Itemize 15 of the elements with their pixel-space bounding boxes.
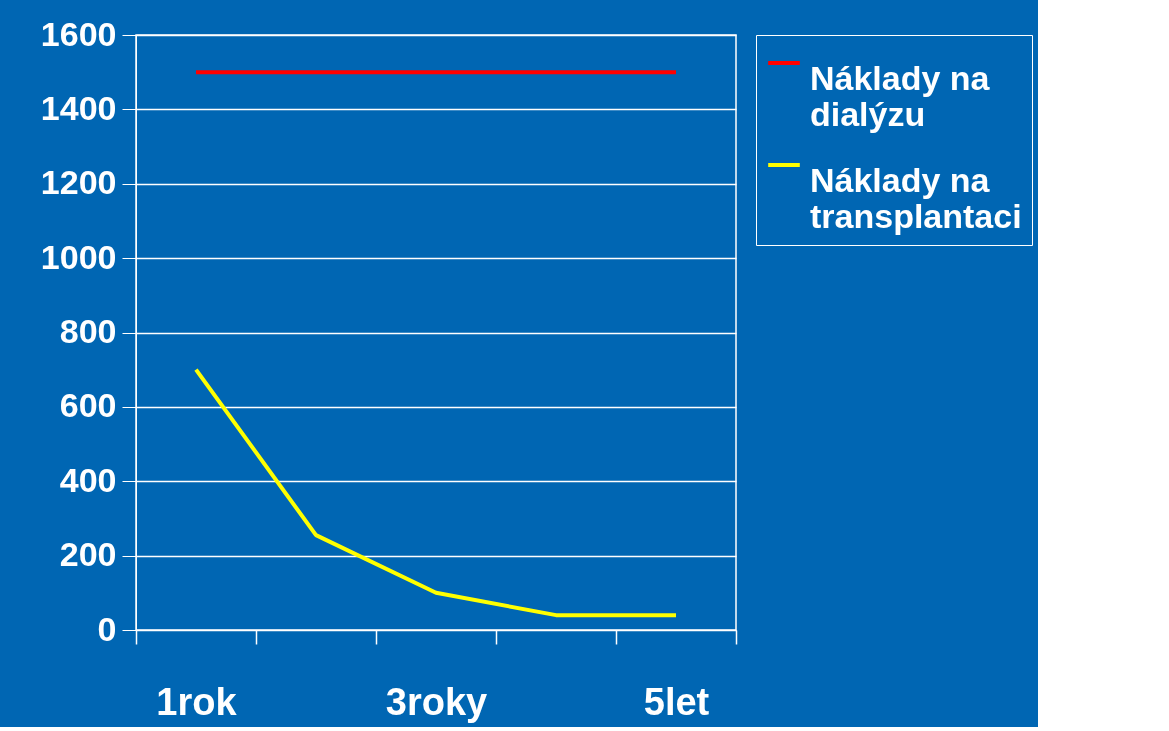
x-tick-label: 1rok bbox=[156, 680, 238, 723]
y-tick-label: 800 bbox=[59, 312, 117, 350]
y-tick-label: 1600 bbox=[40, 14, 117, 53]
legend-label: Náklady na transplantaci bbox=[810, 161, 1022, 235]
y-tick-label: 200 bbox=[59, 535, 117, 574]
y-tick-label: 1000 bbox=[40, 237, 117, 276]
y-tick-label: 1400 bbox=[40, 88, 117, 127]
y-tick-label: 0 bbox=[97, 609, 117, 648]
y-tick-label: 600 bbox=[59, 386, 117, 425]
x-tick-label: 3roky bbox=[385, 680, 488, 723]
legend-label: Náklady na dialýzu bbox=[810, 59, 991, 133]
x-tick-label: 5let bbox=[643, 680, 710, 723]
y-tick-label: 400 bbox=[59, 460, 117, 499]
y-tick-label: 1200 bbox=[40, 163, 117, 202]
line-series bbox=[194, 367, 678, 618]
